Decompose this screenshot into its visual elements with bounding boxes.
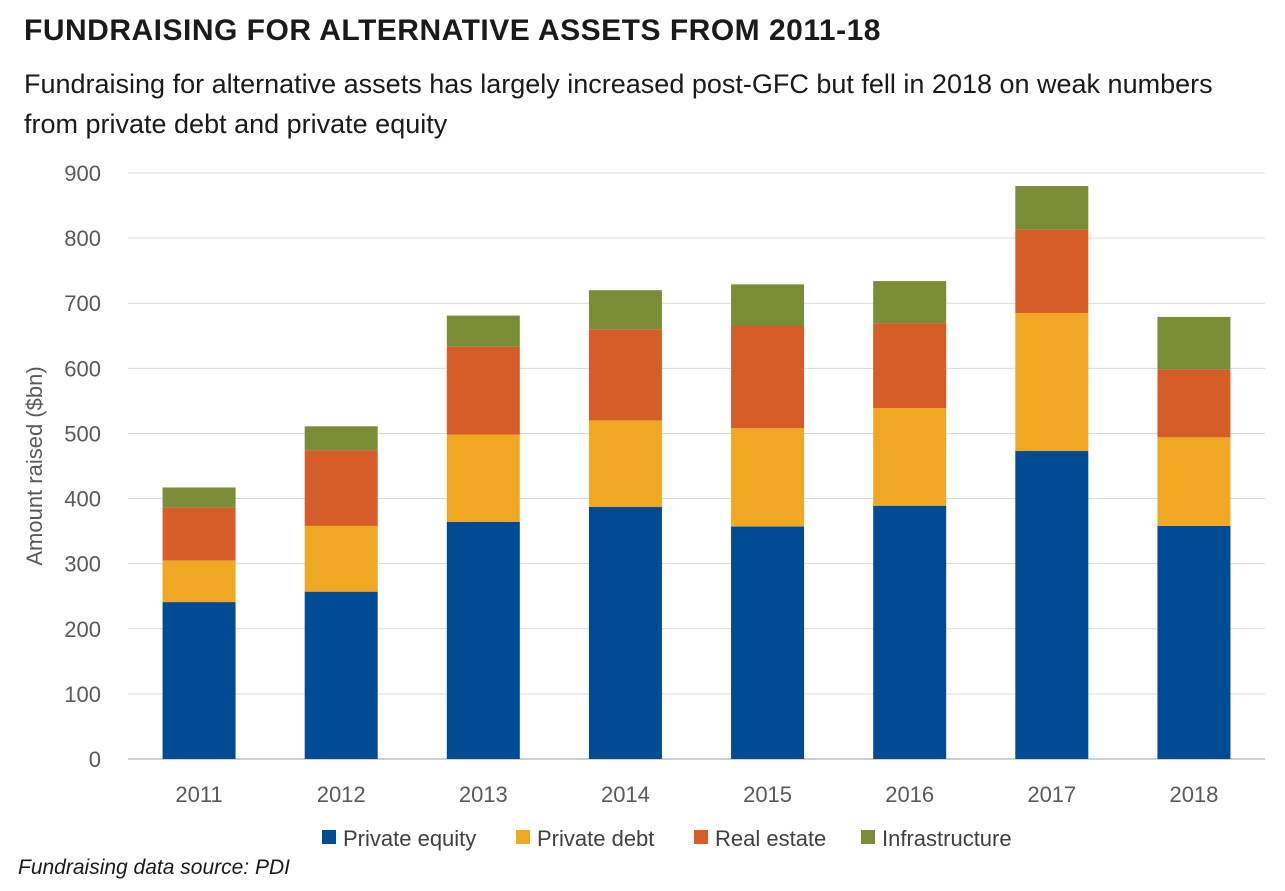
bar-segment-infrastructure-2018 xyxy=(1157,316,1231,370)
bars xyxy=(162,186,1231,759)
bar-segment-real-estate-2014 xyxy=(588,329,662,421)
legend-swatch xyxy=(322,830,336,844)
bar-segment-private-equity-2017 xyxy=(1015,451,1089,759)
data-source-note: Fundraising data source: PDI xyxy=(18,856,290,879)
y-tick-label: 600 xyxy=(64,356,101,381)
legend-swatch xyxy=(694,830,708,844)
bar-segment-private-debt-2018 xyxy=(1157,437,1231,526)
bar-segment-real-estate-2016 xyxy=(873,323,947,409)
bar-segment-private-debt-2014 xyxy=(588,420,662,508)
x-tick-label: 2016 xyxy=(885,782,934,807)
bar-segment-private-equity-2015 xyxy=(731,526,805,759)
bar-segment-infrastructure-2012 xyxy=(304,426,378,451)
bar-segment-infrastructure-2011 xyxy=(162,487,236,508)
y-tick-label: 300 xyxy=(64,552,101,577)
bar-segment-private-debt-2011 xyxy=(162,560,236,603)
legend-item-infrastructure: Infrastructure xyxy=(861,826,1012,851)
bar-segment-real-estate-2013 xyxy=(446,346,520,435)
y-tick-label: 800 xyxy=(64,226,101,251)
bar-segment-private-debt-2013 xyxy=(446,434,520,522)
bar-segment-private-debt-2017 xyxy=(1015,312,1089,452)
y-tick-label: 0 xyxy=(89,747,101,772)
bar-segment-private-equity-2014 xyxy=(588,507,662,759)
y-tick-label: 200 xyxy=(64,617,101,642)
bar-segment-infrastructure-2013 xyxy=(446,315,520,347)
chart-subtitle: Fundraising for alternative assets has l… xyxy=(24,69,1213,139)
x-tick-label: 2014 xyxy=(601,782,650,807)
legend-swatch xyxy=(516,830,530,844)
x-tick-label: 2017 xyxy=(1027,782,1076,807)
legend-item-private-equity: Private equity xyxy=(322,826,476,851)
x-tick-label: 2011 xyxy=(175,782,222,807)
x-tick-label: 2012 xyxy=(317,782,366,807)
bar-segment-infrastructure-2015 xyxy=(731,284,805,327)
bar-segment-real-estate-2011 xyxy=(162,507,236,561)
y-tick-label: 900 xyxy=(64,161,101,186)
y-tick-label: 100 xyxy=(64,682,101,707)
bar-segment-private-equity-2012 xyxy=(304,591,378,759)
bar-segment-infrastructure-2014 xyxy=(588,290,662,330)
bar-segment-private-equity-2011 xyxy=(162,602,236,759)
y-axis-title: Amount raised ($bn) xyxy=(22,366,47,565)
bar-segment-private-debt-2015 xyxy=(731,428,805,527)
chart-title: FUNDRAISING FOR ALTERNATIVE ASSETS FROM … xyxy=(24,14,881,47)
x-tick-label: 2013 xyxy=(459,782,508,807)
bar-segment-real-estate-2017 xyxy=(1015,229,1089,313)
y-tick-label: 400 xyxy=(64,487,101,512)
bar-segment-private-equity-2018 xyxy=(1157,525,1231,759)
bar-segment-infrastructure-2016 xyxy=(873,281,947,324)
y-tick-label: 700 xyxy=(64,291,101,316)
bar-segment-real-estate-2018 xyxy=(1157,369,1231,438)
bar-segment-real-estate-2015 xyxy=(731,326,805,429)
legend-item-private-debt: Private debt xyxy=(516,826,654,851)
legend-label: Real estate xyxy=(715,826,826,851)
x-tick-label: 2015 xyxy=(743,782,792,807)
legend: Private equity Private debt Real estate Inf… xyxy=(322,826,1012,851)
bar-segment-real-estate-2012 xyxy=(304,450,378,526)
x-tick-label: 2018 xyxy=(1169,782,1218,807)
bar-segment-private-equity-2016 xyxy=(873,505,947,759)
bar-segment-private-equity-2013 xyxy=(446,521,520,759)
bar-segment-infrastructure-2017 xyxy=(1015,186,1089,230)
legend-swatch xyxy=(861,830,875,844)
legend-label: Private debt xyxy=(537,826,654,851)
bar-segment-private-debt-2016 xyxy=(873,408,947,506)
legend-item-real-estate: Real estate xyxy=(694,826,826,851)
axes: 0 100 200 300 400 500 600 700 800 900 Amount raise… xyxy=(22,161,1218,807)
gridlines xyxy=(128,172,1265,760)
legend-label: Private equity xyxy=(343,826,476,851)
bar-segment-private-debt-2012 xyxy=(304,525,378,592)
legend-label: Infrastructure xyxy=(882,826,1012,851)
y-tick-label: 500 xyxy=(64,421,101,446)
